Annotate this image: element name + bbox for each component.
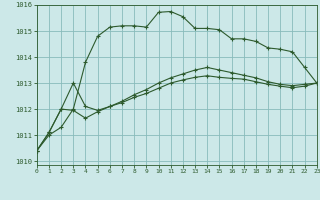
Text: Graphe pression niveau de la mer (hPa): Graphe pression niveau de la mer (hPa) [58,184,262,193]
